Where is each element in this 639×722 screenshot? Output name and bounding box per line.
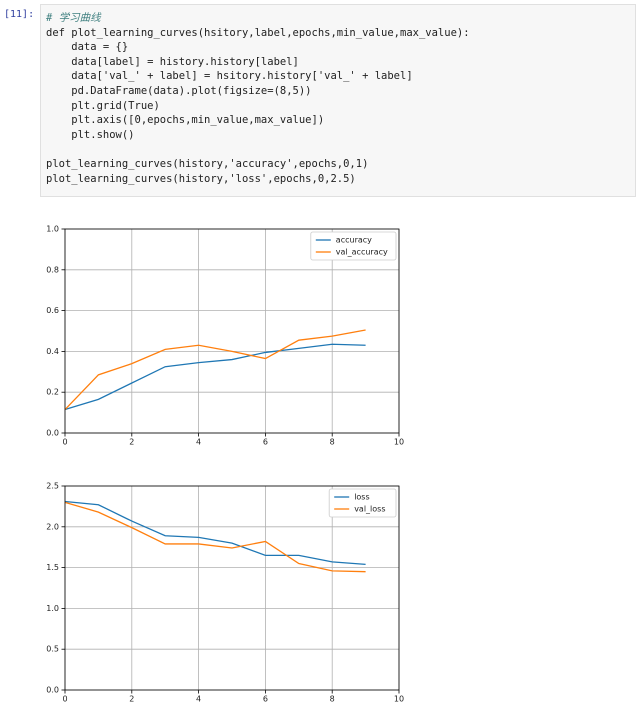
code-line: plt.grid(True) [46,99,160,112]
y-tick-label: 1.0 [46,225,59,234]
series-line [64,343,366,411]
y-tick-label: 0.2 [46,388,59,397]
y-tick-label: 0.8 [46,265,59,274]
legend-label: val_loss [354,505,385,514]
y-tick-label: 0.0 [46,686,59,695]
code-line: data = {} [46,41,129,54]
series-line [64,500,366,565]
legend-label: val_accuracy [336,248,388,257]
y-tick-label: 0.4 [46,347,59,356]
x-tick-label: 6 [263,438,268,447]
y-tick-label: 2.0 [46,522,59,531]
x-tick-label: 2 [129,695,134,704]
x-tick-label: 2 [129,438,134,447]
legend-box [310,231,397,261]
x-tick-label: 8 [330,695,335,704]
code-block: # 学习曲线 def plot_learning_curves(hsitory,l… [46,11,635,142]
code-line: plot_learning_curves(history,'accuracy',… [46,157,369,170]
code-line: pd.DataFrame(data).plot(figsize=(8,5)) [46,84,312,97]
y-tick-label: 1.0 [46,604,59,613]
code-line: def plot_learning_curves(hsitory,label,e… [46,26,470,39]
y-tick-label: 0.6 [46,306,59,315]
x-tick-label: 0 [62,438,67,447]
x-tick-label: 10 [394,695,404,704]
x-tick-label: 10 [394,438,404,447]
code-line: plt.axis([0,epochs,min_value,max_value]) [46,114,325,127]
x-tick-label: 0 [62,695,67,704]
code-line: plt.show() [46,128,135,141]
code-cell[interactable]: # 学习曲线 def plot_learning_curves(hsitory,l… [40,4,636,197]
x-tick-label: 4 [196,695,201,704]
x-tick-label: 6 [263,695,268,704]
y-tick-label: 2.5 [46,482,59,491]
y-tick-label: 0.0 [46,429,59,438]
legend-label: loss [354,493,369,502]
series-line [64,329,366,410]
plot-frame [64,485,400,691]
x-tick-label: 8 [330,438,335,447]
series-line [64,501,366,573]
y-tick-label: 1.5 [46,563,59,572]
code-block: plot_learning_curves(history,'accuracy',… [46,157,635,186]
code-line: data['val_' + label] = hsitory.history['… [46,70,413,83]
code-line: # 学习曲线 [46,12,101,24]
cell-prompt: [11]: [4,9,35,20]
y-tick-label: 0.5 [46,645,59,654]
x-tick-label: 4 [196,438,201,447]
code-line: plot_learning_curves(history,'loss',epoc… [46,172,356,185]
legend-box [328,488,397,518]
plot-frame [64,228,400,434]
code-line: data[label] = history.history[label] [46,55,299,68]
legend-label: accuracy [336,236,372,245]
